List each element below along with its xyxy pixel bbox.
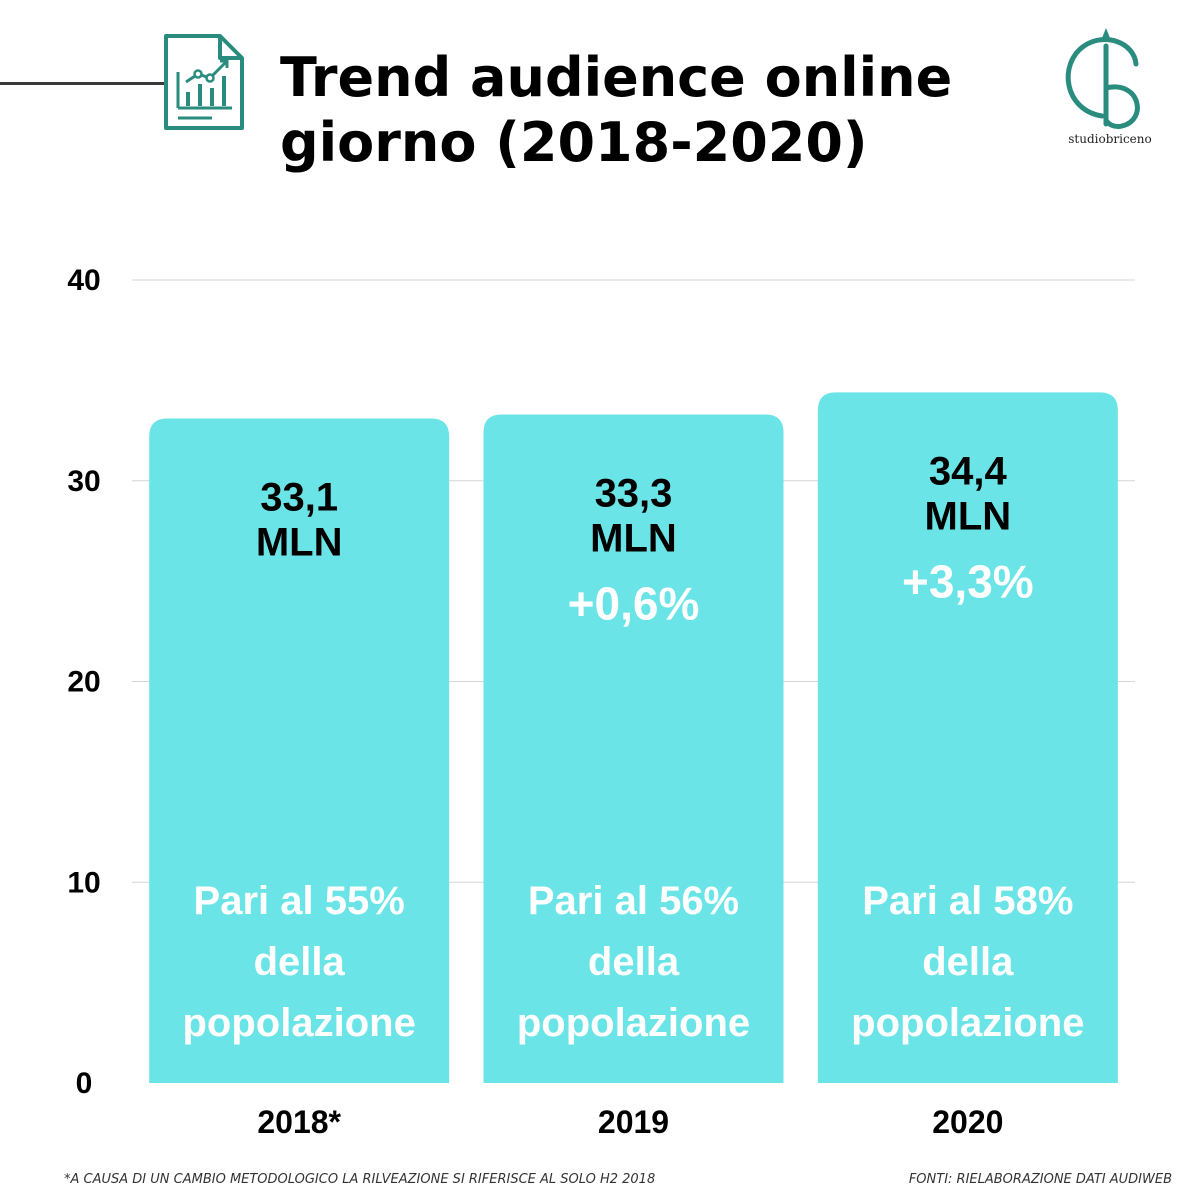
footnote-methodology: *A CAUSA DI UN CAMBIO METODOLOGICO LA RI… <box>64 1172 656 1187</box>
y-tick-label: 30 <box>67 465 100 498</box>
data-label: MLN <box>256 521 343 565</box>
footnote-source: FONTI: RIELABORAZIONE DATI AUDIWEB <box>908 1172 1172 1187</box>
bar <box>149 418 450 1084</box>
y-tick-label: 20 <box>67 666 100 699</box>
share-label: della <box>588 940 680 984</box>
y-tick-label: 40 <box>67 264 100 297</box>
x-tick-label: 2020 <box>932 1104 1003 1140</box>
share-label: della <box>254 940 346 984</box>
studiobriceno-logo-icon <box>1065 28 1140 129</box>
share-label: popolazione <box>851 1001 1084 1045</box>
bar <box>483 414 784 1083</box>
bar <box>817 392 1118 1083</box>
share-label: Pari al 58% <box>862 879 1073 923</box>
chart-document-icon <box>164 34 244 130</box>
page-title: Trend audience online giorno (2018-2020) <box>280 46 1040 176</box>
change-label: +0,6% <box>568 578 700 630</box>
x-tick-label: 2019 <box>598 1104 669 1140</box>
y-tick-label: 10 <box>67 866 100 899</box>
data-label: MLN <box>925 494 1012 538</box>
title-line-2: giorno (2018-2020) <box>280 110 868 174</box>
header-rule <box>0 82 166 85</box>
y-tick-label: 0 <box>76 1067 93 1100</box>
x-tick-label: 2018* <box>257 1104 341 1140</box>
data-label: 34,4 <box>929 449 1008 493</box>
share-label: Pari al 55% <box>194 879 405 923</box>
logo-text: studiobriceno <box>1068 132 1152 146</box>
share-label: Pari al 56% <box>528 879 739 923</box>
title-line-1: Trend audience online <box>280 46 953 109</box>
share-label: popolazione <box>183 1001 416 1045</box>
data-label: MLN <box>590 517 677 561</box>
change-label: +3,3% <box>902 555 1034 607</box>
data-label: 33,3 <box>595 472 673 516</box>
share-label: della <box>922 940 1014 984</box>
data-label: 33,1 <box>260 476 338 520</box>
share-label: popolazione <box>517 1001 750 1045</box>
